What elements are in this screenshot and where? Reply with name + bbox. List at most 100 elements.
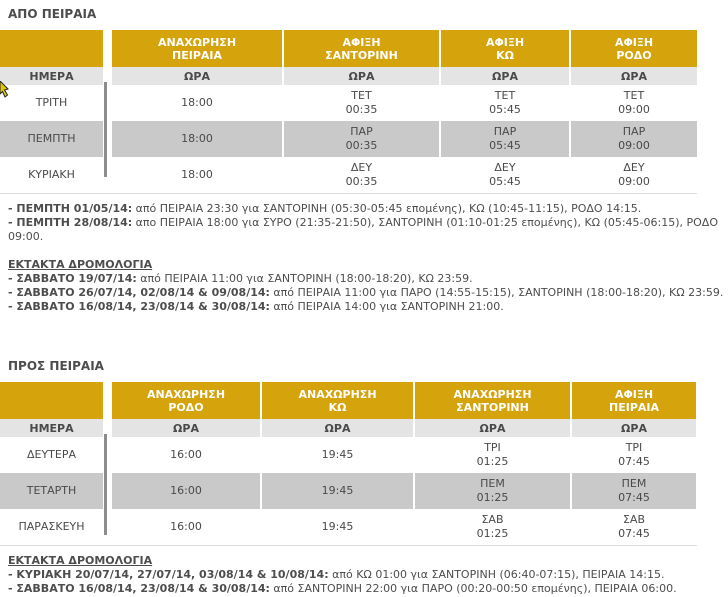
time-cell: 19:45 xyxy=(262,473,413,509)
col-header-line1: ΑΦΙΞΗ xyxy=(342,35,381,49)
column-separator xyxy=(260,509,262,545)
time-cell: 16:00 xyxy=(112,509,260,545)
note-date: - ΠΕΜΠΤΗ 28/08/14: xyxy=(8,216,133,229)
column-separator xyxy=(439,157,441,193)
time-cell: ΤΕΤ 05:45 xyxy=(441,85,569,121)
time-value: 16:00 xyxy=(170,448,202,461)
column-separator xyxy=(439,30,441,67)
column-separator xyxy=(569,157,571,193)
time-value: 00:35 xyxy=(345,103,378,116)
table-row-friday: ΠΑΡΑΣΚΕΥΗ 16:00 19:45 ΣΑΒ 01:25 ΣΑΒ 07:45 xyxy=(0,509,728,545)
subheader-hour-cell: ΩΡΑ xyxy=(415,419,570,437)
subheader-hour-cell: ΩΡΑ xyxy=(284,67,439,85)
col-header-departure-rhodes: ΑΝΑΧΩΡΗΣΗ ΡΟΔΟ xyxy=(112,382,260,419)
column-separator xyxy=(282,157,284,193)
col-header-line1: ΑΝΑΧΩΡΗΣΗ xyxy=(453,387,532,401)
column-separator xyxy=(569,30,571,67)
day-header-cell xyxy=(0,30,103,67)
subheader-hour-cell: ΩΡΑ xyxy=(571,67,697,85)
day-label: ΤΡΙΤΗ xyxy=(35,96,68,109)
note-line: - ΣΑΒΒΑΤΟ 16/08/14, 23/08/14 & 30/08/14:… xyxy=(8,300,728,314)
table-row-tuesday: ΤΡΙΤΗ 18:00 ΤΕΤ 00:35 ΤΕΤ 05:45 ΤΕΤ 09:00 xyxy=(0,85,728,121)
hour-label: ΩΡΑ xyxy=(348,69,375,83)
day-cell: ΠΑΡΑΣΚΕΥΗ xyxy=(0,509,103,545)
table-subheader-row: ΗΜΕΡΑ ΩΡΑ ΩΡΑ ΩΡΑ ΩΡΑ xyxy=(0,67,728,85)
note-date: - ΣΑΒΒΑΤΟ 16/08/14, 23/08/14 & 30/08/14: xyxy=(8,300,270,313)
time-cell: ΔΕΥ 05:45 xyxy=(441,157,569,193)
time-value: 18:00 xyxy=(181,168,213,181)
table-header-row: ΑΝΑΧΩΡΗΣΗ ΡΟΔΟ ΑΝΑΧΩΡΗΣΗ ΚΩ ΑΝΑΧΩΡΗΣΗ ΣΑ… xyxy=(0,382,728,419)
note-line: - ΠΕΜΠΤΗ 28/08/14: απο ΠΕΙΡΑΙΑ 18:00 για… xyxy=(8,216,728,244)
day-cell: ΤΡΙΤΗ xyxy=(0,85,103,121)
time-cell: ΤΕΤ 09:00 xyxy=(571,85,697,121)
column-separator xyxy=(413,473,415,509)
time-value: 16:00 xyxy=(170,520,202,533)
column-separator xyxy=(260,473,262,509)
time-value: 09:00 xyxy=(618,175,650,188)
column-gap xyxy=(103,30,112,67)
day-abbrev: ΠΕΜ xyxy=(621,477,647,490)
time-cell: ΤΡΙ 01:25 xyxy=(415,437,570,473)
vertical-scrollbar[interactable] xyxy=(104,82,107,177)
section-title-to: ΠΡΟΣ ΠΕΙΡΑΙΑ xyxy=(8,359,104,373)
column-gap xyxy=(103,157,112,193)
time-value: 16:00 xyxy=(170,484,202,497)
time-value: 07:45 xyxy=(618,455,650,468)
column-separator xyxy=(282,85,284,121)
time-value: 01:25 xyxy=(476,455,509,468)
column-gap xyxy=(103,85,112,121)
table-header-row: ΑΝΑΧΩΡΗΣΗ ΠΕΙΡΑΙΑ ΑΦΙΞΗ ΣΑΝΤΟΡΙΝΗ ΑΦΙΞΗ … xyxy=(0,30,728,67)
time-cell: 18:00 xyxy=(112,121,282,157)
day-abbrev: ΤΕΤ xyxy=(351,89,372,102)
section-title-from: ΑΠΟ ΠΕΙΡΑΙΑ xyxy=(8,7,97,21)
time-value: 18:00 xyxy=(181,96,213,109)
column-separator xyxy=(260,419,262,437)
note-date: - ΣΑΒΒΑΤΟ 16/08/14, 23/08/14 & 30/08/14: xyxy=(8,582,270,595)
col-header-line2: ΡΟΔΟ xyxy=(168,400,204,414)
time-value: 01:25 xyxy=(476,527,509,540)
note-text: από ΣΑΝΤΟΡΙΝΗ 22:00 για ΠΑΡΟ (00:20-00:5… xyxy=(269,582,677,595)
day-label: ΠΕΜΠΤΗ xyxy=(27,132,76,145)
col-header-line1: ΑΦΙΞΗ xyxy=(485,35,525,49)
col-header-departure-kos: ΑΝΑΧΩΡΗΣΗ ΚΩ xyxy=(262,382,413,419)
section-to-piraeus: ΠΡΟΣ ΠΕΙΡΑΙΑ ΑΝΑΧΩΡΗΣΗ ΡΟΔΟ ΑΝΑΧΩΡΗΣΗ ΚΩ… xyxy=(0,359,728,596)
note-date: - ΣΑΒΒΑΤΟ 19/07/14: xyxy=(8,272,137,285)
day-abbrev: ΠΑΡ xyxy=(622,125,646,138)
day-label: ΚΥΡΙΑΚΗ xyxy=(28,168,75,181)
day-abbrev: ΣΑΒ xyxy=(481,513,504,526)
cursor-artifact-icon xyxy=(0,81,9,98)
time-value: 09:00 xyxy=(618,139,650,152)
day-header-label: ΗΜΕΡΑ xyxy=(29,69,74,83)
column-separator xyxy=(570,437,572,473)
col-header-line2: ΣΑΝΤΟΡΙΝΗ xyxy=(325,48,398,62)
column-separator xyxy=(569,121,571,157)
column-separator xyxy=(570,382,572,419)
subheader-hour-cell: ΩΡΑ xyxy=(572,419,696,437)
table-row-monday: ΔΕΥΤΕΡΑ 16:00 19:45 ΤΡΙ 01:25 ΤΡΙ 07:45 xyxy=(0,437,728,473)
note-text: από ΠΕΙΡΑΙΑ 14:00 για ΣΑΝΤΟΡΙΝΗ 21:00. xyxy=(269,300,504,313)
day-label: ΤΕΤΑΡΤΗ xyxy=(26,484,77,497)
hour-label: ΩΡΑ xyxy=(479,421,506,435)
col-header-arrival-santorini: ΑΦΙΞΗ ΣΑΝΤΟΡΙΝΗ xyxy=(284,30,439,67)
column-separator xyxy=(570,473,572,509)
day-abbrev: ΠΕΜ xyxy=(480,477,505,490)
time-cell: ΣΑΒ 01:25 xyxy=(415,509,570,545)
time-value: 05:45 xyxy=(489,103,521,116)
column-gap xyxy=(103,437,112,473)
table-row-wednesday: ΤΕΤΑΡΤΗ 16:00 19:45 ΠΕΜ 01:25 ΠΕΜ 07:45 xyxy=(0,473,728,509)
col-header-arrival-piraeus: ΑΦΙΞΗ ΠΕΙΡΑΙΑ xyxy=(572,382,696,419)
extra-schedules-heading: ΕΚΤΑΚΤΑ ΔΡΟΜΟΛΟΓΙΑ xyxy=(8,554,153,567)
hour-label: ΩΡΑ xyxy=(173,421,199,435)
day-label: ΠΑΡΑΣΚΕΥΗ xyxy=(18,520,85,533)
subheader-day-cell: ΗΜΕΡΑ xyxy=(0,67,103,85)
column-gap xyxy=(103,382,112,419)
col-header-line1: ΑΦΙΞΗ xyxy=(614,35,654,49)
note-text: από ΠΕΙΡΑΙΑ 23:30 για ΣΑΝΤΟΡΙΝΗ (05:30-0… xyxy=(132,202,642,215)
col-header-arrival-rhodes: ΑΦΙΞΗ ΡΟΔΟ xyxy=(571,30,697,67)
time-cell: 19:45 xyxy=(262,509,413,545)
note-date: - ΣΑΒΒΑΤΟ 26/07/14, 02/08/14 & 09/08/14: xyxy=(8,286,270,299)
subheader-hour-cell: ΩΡΑ xyxy=(441,67,569,85)
vertical-scrollbar[interactable] xyxy=(104,434,107,535)
day-cell: ΤΕΤΑΡΤΗ xyxy=(0,473,103,509)
